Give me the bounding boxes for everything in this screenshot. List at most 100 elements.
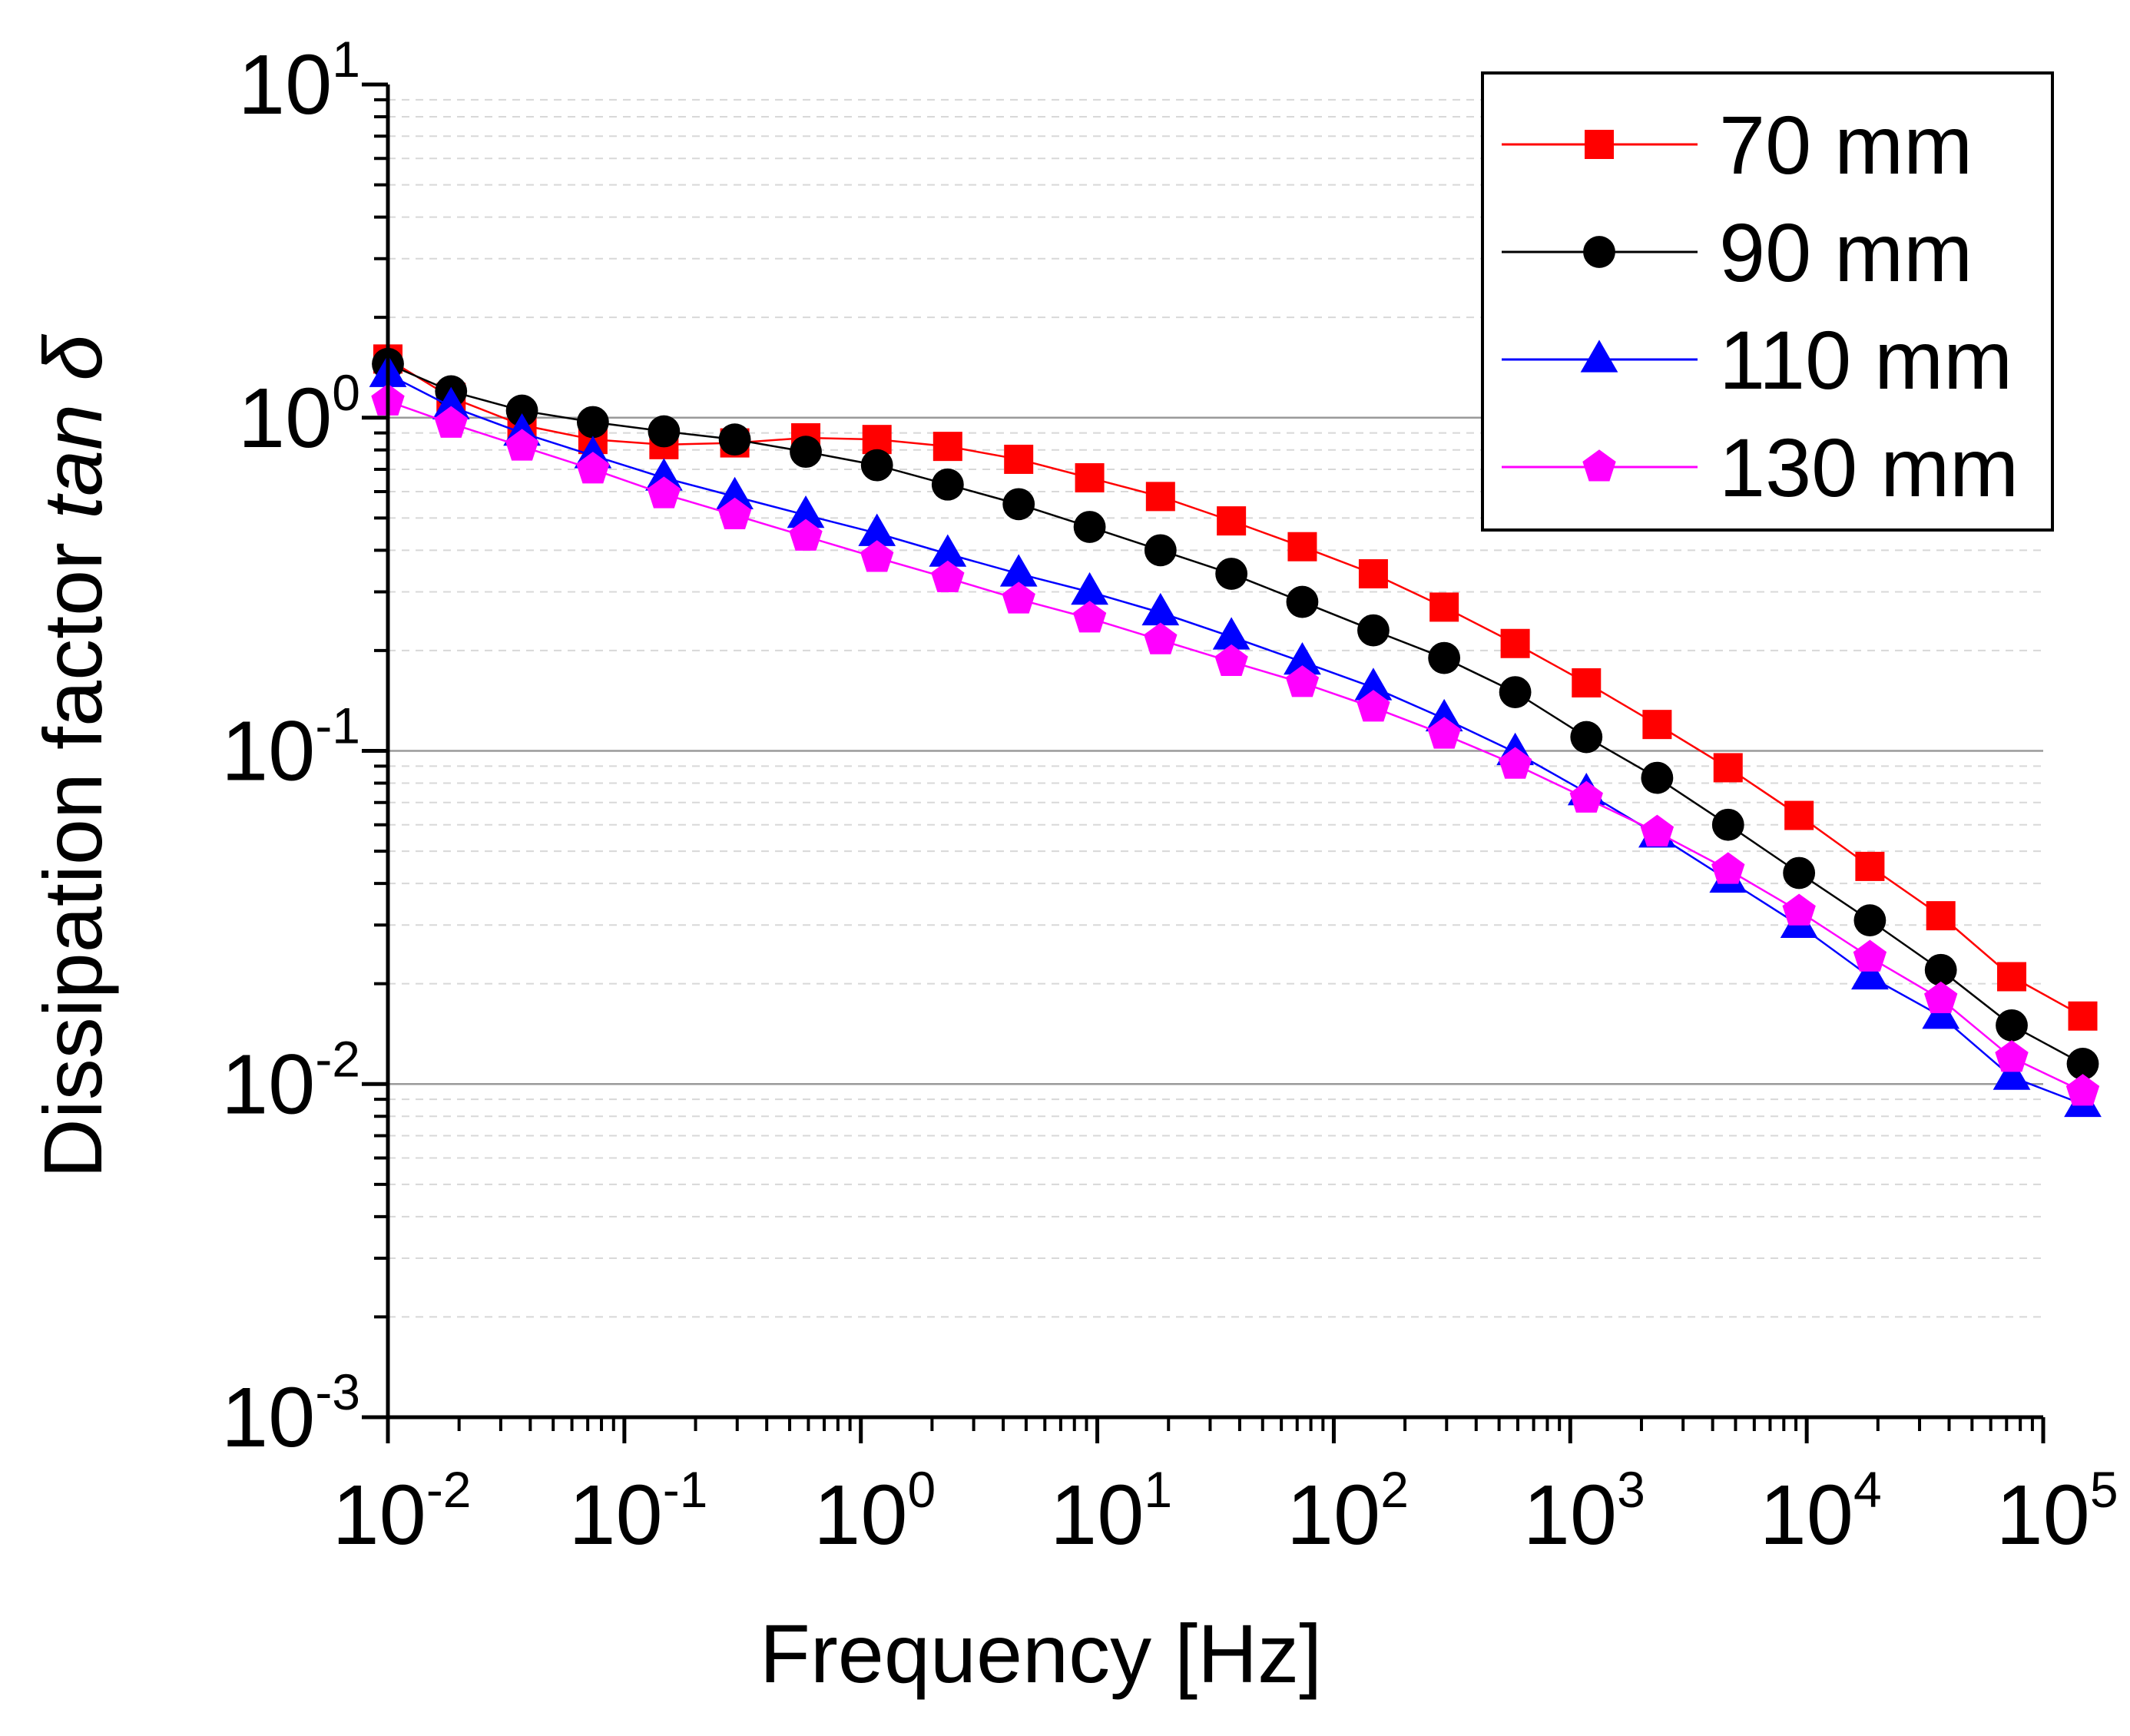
axes (362, 82, 2046, 1443)
x-tick-label-base: 10 (1996, 1468, 2089, 1562)
triangle-marker (716, 476, 754, 510)
x-axis-title: Frequency [Hz] (760, 1607, 1322, 1700)
pentagon-marker (434, 406, 468, 438)
x-tick-label-base: 10 (1287, 1468, 1380, 1562)
x-tick-label-exponent: 3 (1617, 1461, 1645, 1518)
circle-marker (1499, 676, 1532, 709)
y-tick-label-base: 10 (238, 38, 332, 132)
pentagon-marker (717, 497, 752, 530)
pentagon-marker (1995, 1040, 2029, 1072)
x-tick-label-exponent: 1 (1144, 1461, 1172, 1518)
pentagon-marker (505, 429, 539, 461)
y-tick-label: 10-1 (221, 697, 360, 799)
pentagon-marker (1285, 665, 1320, 697)
legend-box (1481, 71, 2054, 532)
x-tick-label-exponent: 5 (2090, 1461, 2118, 1518)
x-tick-label-exponent: -2 (426, 1461, 472, 1518)
pentagon-marker (1427, 717, 1461, 749)
square-marker (1572, 668, 1602, 697)
circle-marker (1641, 761, 1674, 794)
circle-marker (1428, 641, 1461, 674)
pentagon-marker (1569, 780, 1603, 813)
legend-label: 90 mm (1719, 206, 1973, 299)
square-marker (932, 432, 962, 462)
y-tick-label-exponent: 0 (332, 364, 360, 421)
square-marker (1217, 506, 1247, 536)
circle-marker (1570, 721, 1603, 754)
y-tick-label-exponent: -1 (315, 697, 360, 754)
x-tick-label-base: 10 (1050, 1468, 1144, 1562)
x-tick-label-base: 10 (568, 1468, 662, 1562)
x-tick-label: 10-1 (568, 1461, 707, 1562)
legend-label: 110 mm (1719, 313, 2012, 406)
triangle-marker (929, 534, 967, 567)
x-tick-label-base: 10 (1760, 1468, 1853, 1562)
pentagon-marker (2065, 1074, 2100, 1106)
square-marker (1287, 532, 1317, 562)
legend-entry: 70 mm (1502, 98, 1973, 191)
series-90-mm (372, 347, 2099, 1080)
triangle-marker (1993, 1057, 2031, 1090)
square-marker (1855, 851, 1885, 881)
circle-marker (1583, 236, 1615, 268)
circle-marker (718, 423, 751, 456)
circle-marker (1711, 808, 1744, 841)
x-tick-label: 104 (1760, 1461, 1882, 1562)
x-tick-label: 100 (813, 1461, 936, 1562)
square-marker (1926, 901, 1956, 931)
x-tick-label-base: 10 (1523, 1468, 1617, 1562)
legend: 70 mm 90 mm 110 mm 130 mm (1481, 71, 2054, 532)
pentagon-marker (1002, 581, 1035, 614)
circle-marker (505, 394, 538, 427)
y-tick-label-base: 10 (221, 1037, 315, 1131)
y-tick-label-exponent: 1 (332, 31, 360, 88)
pentagon-marker (1782, 893, 1816, 926)
legend-entry: 130 mm (1502, 421, 2019, 514)
circle-marker (1924, 953, 1957, 986)
legend-label: 70 mm (1719, 98, 1973, 191)
pentagon-marker (1144, 622, 1178, 654)
triangle-marker (999, 554, 1038, 587)
square-marker (1585, 130, 1614, 159)
circle-marker (1215, 558, 1248, 590)
square-marker (1784, 800, 1814, 830)
triangle-marker (1284, 641, 1321, 675)
pentagon-marker (1711, 852, 1745, 884)
triangle-marker (432, 386, 470, 419)
circle-marker (1357, 614, 1390, 647)
pentagon-marker (1582, 449, 1616, 482)
triangle-marker (1851, 956, 1889, 990)
pentagon-marker (1640, 814, 1675, 846)
pentagon-marker (576, 452, 610, 484)
x-tick-label-exponent: 4 (1853, 1461, 1882, 1518)
square-marker (1500, 628, 1530, 658)
pentagon-marker (1498, 747, 1532, 779)
x-tick-label-exponent: 2 (1380, 1461, 1409, 1518)
circle-marker (1002, 488, 1035, 521)
square-marker (1358, 558, 1388, 588)
y-tick-label-base: 10 (221, 1370, 315, 1465)
circle-marker (1996, 1009, 2028, 1042)
circle-marker (790, 436, 822, 469)
triangle-marker (644, 458, 683, 491)
triangle-marker (858, 513, 896, 546)
square-marker (1642, 710, 1672, 740)
circle-marker (1073, 511, 1106, 543)
y-tick-label-base: 10 (221, 704, 315, 799)
y-tick-label-exponent: -2 (315, 1030, 360, 1087)
pentagon-marker (1214, 644, 1248, 677)
legend-entry: 90 mm (1502, 206, 1973, 299)
circle-marker (860, 449, 893, 482)
x-tick-label: 101 (1050, 1461, 1172, 1562)
x-tick-label: 10-2 (332, 1461, 471, 1562)
triangle-marker (1212, 617, 1251, 650)
tick-labels: 10-2 10-1 100 101 102 103 104 10510-310-210-110… (221, 31, 2118, 1562)
pentagon-marker (931, 560, 965, 593)
y-tick-label: 10-2 (221, 1030, 360, 1131)
pentagon-marker (647, 476, 681, 509)
square-marker (1997, 962, 2027, 992)
square-marker (1429, 592, 1459, 622)
circle-marker (2066, 1048, 2099, 1080)
x-tick-label-base: 10 (813, 1468, 907, 1562)
